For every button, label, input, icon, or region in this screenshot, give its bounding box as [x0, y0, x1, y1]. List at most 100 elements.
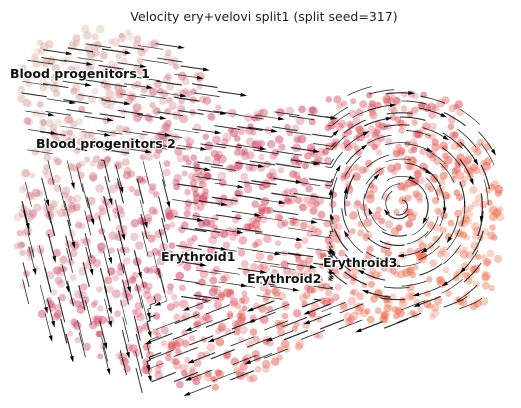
cell-point	[203, 372, 213, 382]
cell-point	[36, 142, 44, 150]
cell-point	[220, 142, 228, 150]
streamline-arrowhead	[180, 93, 187, 98]
cell-point	[106, 316, 115, 325]
cell-point	[382, 94, 391, 104]
cell-point	[39, 118, 47, 127]
cell-point	[183, 90, 192, 99]
cell-point	[129, 276, 137, 283]
streamline	[443, 112, 466, 127]
streamline	[27, 59, 53, 65]
cell-point	[401, 185, 408, 192]
cell-point	[166, 82, 175, 91]
streamline	[67, 47, 94, 53]
cell-point	[338, 119, 347, 129]
streamline-arrowhead	[45, 199, 50, 207]
cell-point	[424, 183, 432, 190]
cell-point	[165, 212, 175, 221]
cell-point	[335, 122, 344, 131]
streamline	[269, 330, 294, 341]
streamline	[294, 181, 321, 186]
cell-point	[184, 188, 191, 196]
streamline	[157, 111, 183, 117]
streamline	[205, 317, 230, 328]
cell-point	[323, 220, 331, 228]
streamline	[58, 145, 84, 151]
streamline	[309, 178, 333, 183]
cell-point	[37, 309, 47, 319]
cell-point	[377, 134, 385, 142]
streamline	[364, 175, 378, 199]
cell-point	[106, 285, 114, 294]
cell-point	[270, 357, 280, 366]
cell-point	[105, 141, 113, 148]
cell-point	[370, 295, 378, 303]
streamline	[232, 354, 257, 365]
cell-point	[167, 253, 175, 261]
cell-point	[118, 33, 127, 42]
streamline	[195, 269, 222, 275]
streamline	[443, 244, 461, 265]
cell-point	[13, 213, 22, 222]
cell-point	[363, 218, 373, 228]
cell-point	[398, 299, 408, 308]
cell-point	[36, 189, 44, 197]
cell-point	[440, 211, 448, 220]
cell-point	[276, 354, 283, 361]
streamline-arrowhead	[147, 375, 152, 383]
cell-point	[442, 251, 450, 258]
cell-point	[281, 219, 289, 227]
cell-point	[278, 143, 286, 151]
cell-point	[228, 288, 234, 295]
cell-point	[366, 194, 375, 204]
cell-point	[208, 287, 218, 297]
cell-point	[258, 214, 268, 224]
cell-point	[298, 105, 306, 114]
streamline	[404, 162, 429, 173]
cell-point	[268, 168, 277, 176]
streamline	[263, 348, 289, 359]
streamline	[254, 260, 280, 266]
cell-point	[447, 123, 455, 131]
cell-point	[54, 304, 62, 312]
cell-point	[148, 206, 157, 215]
cell-point	[460, 250, 469, 259]
cell-point	[96, 285, 103, 293]
cell-point	[140, 86, 148, 93]
streamline	[422, 127, 447, 139]
cell-point	[331, 214, 341, 223]
streamline-arrowhead	[47, 112, 55, 117]
cell-point	[136, 313, 145, 322]
cell-point	[229, 297, 239, 306]
cell-point	[408, 147, 415, 154]
cell-point	[181, 170, 188, 177]
cell-point	[54, 118, 62, 127]
streamline	[101, 82, 127, 88]
cell-point	[226, 251, 234, 258]
cell-point	[429, 133, 436, 140]
cell-point	[142, 290, 152, 300]
cell-point	[447, 219, 455, 227]
cell-point	[147, 40, 155, 49]
cell-point	[259, 108, 268, 117]
cell-point	[293, 321, 300, 328]
cell-point	[297, 271, 305, 280]
cell-point	[450, 175, 457, 182]
cell-point	[471, 222, 480, 232]
cell-point	[73, 194, 82, 203]
cell-point	[153, 191, 160, 198]
cell-point	[474, 143, 481, 150]
cell-point	[98, 247, 105, 254]
cell-point	[429, 313, 436, 320]
cell-point	[189, 179, 198, 187]
cell-point	[146, 295, 155, 304]
cell-point	[95, 184, 105, 193]
cell-point	[233, 135, 241, 142]
streamline	[66, 160, 74, 186]
streamline	[333, 228, 349, 251]
streamline	[178, 109, 204, 115]
cell-point	[152, 312, 161, 320]
cell-point	[313, 228, 323, 237]
streamline	[247, 352, 273, 364]
cell-point	[289, 219, 296, 227]
cell-point	[406, 247, 414, 256]
